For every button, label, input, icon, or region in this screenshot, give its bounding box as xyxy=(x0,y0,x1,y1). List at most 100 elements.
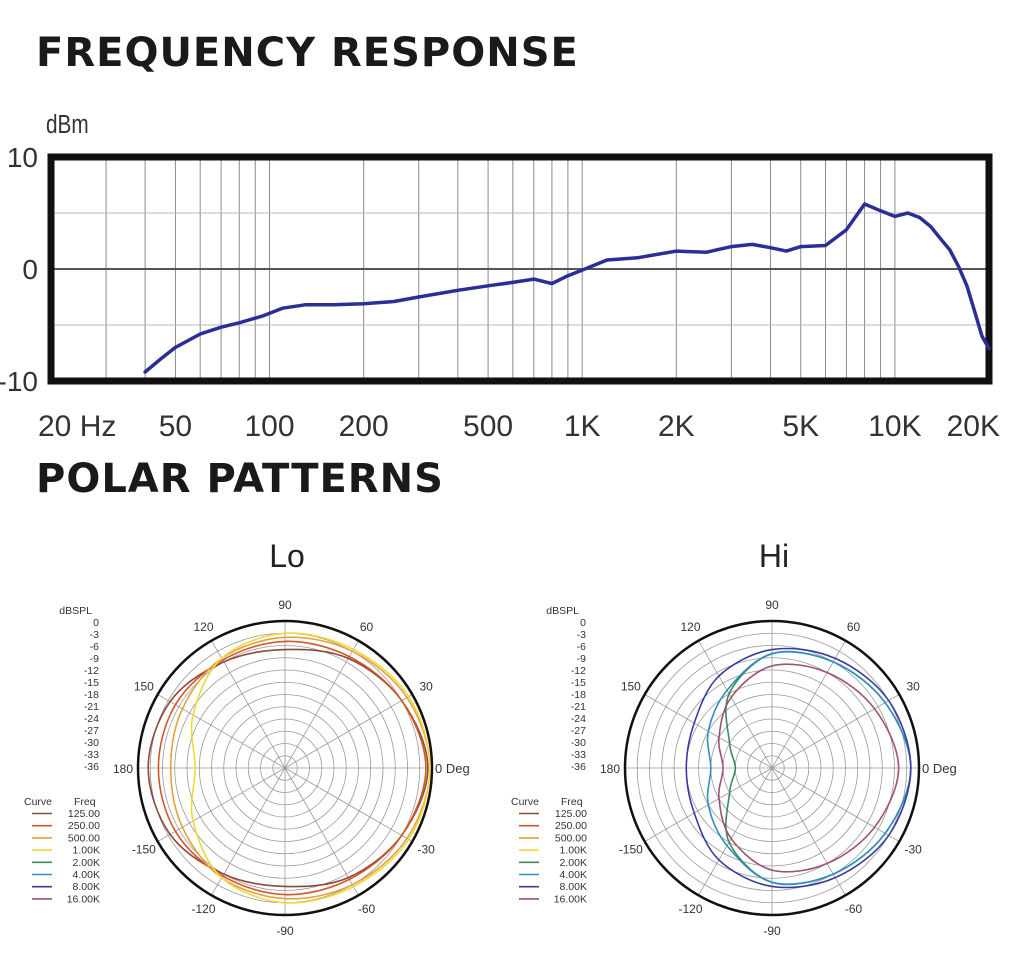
polar-db-label: -18 xyxy=(84,689,99,701)
polar-db-label: -12 xyxy=(84,665,99,677)
x-tick-label: 10K xyxy=(868,410,921,443)
x-tick-label: 2K xyxy=(658,410,695,443)
polar-db-label: -33 xyxy=(84,749,99,761)
legend-freq-label: 8.00K xyxy=(560,881,587,893)
polar-db-label: -3 xyxy=(90,629,99,641)
legend-freq-label: 4.00K xyxy=(560,869,587,881)
legend-freq-label: 500.00 xyxy=(68,832,100,844)
polar-db-label: -27 xyxy=(571,725,586,737)
polar-db-label: -21 xyxy=(84,701,99,713)
polar-angle-label: 30 xyxy=(906,680,920,694)
polar-spoke xyxy=(771,694,900,769)
frequency-response-heading: FREQUENCY RESPONSE xyxy=(36,30,579,76)
polar-spoke xyxy=(284,767,413,842)
polar-db-label: -6 xyxy=(577,641,586,653)
polar-spoke xyxy=(771,640,846,769)
polar-angle-label: 60 xyxy=(360,620,374,634)
x-tick-label: 20 Hz xyxy=(38,410,116,443)
polar-db-label: -21 xyxy=(571,701,586,713)
legend-header-curve: Curve xyxy=(24,796,52,808)
y-tick-label: 10 xyxy=(7,142,38,173)
polar-angle-label: 120 xyxy=(193,620,213,634)
response-curve xyxy=(143,202,991,374)
polar-db-label: -33 xyxy=(571,749,586,761)
polar-db-label: -15 xyxy=(571,677,586,689)
legend-freq-label: 1.00K xyxy=(560,845,587,857)
legend-freq-label: 8.00K xyxy=(73,881,100,893)
legend-freq-label: 500.00 xyxy=(555,832,587,844)
polar-spoke xyxy=(698,640,773,769)
polar-db-label: -15 xyxy=(84,677,99,689)
polar-curve-8-00K xyxy=(685,647,912,889)
polar-angle-label: -30 xyxy=(417,843,435,857)
polar-db-label: -18 xyxy=(571,689,586,701)
polar-db-label: 0 xyxy=(93,617,99,629)
legend-freq-label: 250.00 xyxy=(68,820,100,832)
polar-db-label: -12 xyxy=(571,665,586,677)
legend-freq-label: 2.00K xyxy=(560,857,587,869)
polar-curve-16-00K xyxy=(717,663,900,873)
polar-chart-lo: Lo0 Deg306090120150180-150-120-90-60-30d… xyxy=(24,538,470,938)
polar-spoke xyxy=(698,767,773,896)
polar-spoke xyxy=(157,767,286,842)
polar-spoke xyxy=(284,640,359,769)
polar-chart-hi-panel: Hi 0 Deg 30 60 90 120 150 180 -150 -120 -90 -60 -30 d… xyxy=(505,525,985,940)
polar-outer-ring xyxy=(623,619,921,917)
polar-angle-label: 150 xyxy=(621,680,641,694)
polar-angle-label: -150 xyxy=(132,843,156,857)
polar-angle-label: 60 xyxy=(847,620,861,634)
polar-title: Lo xyxy=(269,538,305,574)
polar-chart-hi: Hi0 Deg306090120150180-150-120-90-60-30d… xyxy=(511,538,957,938)
polar-angle-label: 180 xyxy=(113,762,133,776)
polar-angle-label: -60 xyxy=(358,902,376,916)
polar-db-label: -9 xyxy=(577,653,586,665)
polar-angle-label: 0 Deg xyxy=(922,761,957,776)
polar-angle-label: -60 xyxy=(845,902,863,916)
polar-db-label: -30 xyxy=(571,737,586,749)
plot-frame xyxy=(47,153,993,385)
legend-header-freq: Freq xyxy=(561,796,583,808)
polar-curve-125-00 xyxy=(147,648,429,888)
polar-angle-label: 120 xyxy=(680,620,700,634)
polar-curve-1-00K xyxy=(190,632,431,904)
polar-db-label: -9 xyxy=(90,653,99,665)
legend-freq-label: 4.00K xyxy=(73,869,100,881)
polar-curve-4-00K xyxy=(706,651,912,885)
polar-spoke xyxy=(157,694,286,769)
polar-angle-label: -90 xyxy=(763,924,781,935)
x-tick-label: 500 xyxy=(463,410,513,443)
polar-spoke xyxy=(771,767,900,842)
x-tick-label: 200 xyxy=(339,410,389,443)
polar-db-label: -36 xyxy=(571,761,586,773)
legend-freq-label: 16.00K xyxy=(554,893,587,905)
x-tick-label: 20K xyxy=(947,410,1000,443)
polar-title: Hi xyxy=(759,538,789,574)
polar-db-label: -27 xyxy=(84,725,99,737)
polar-angle-label: -30 xyxy=(904,843,922,857)
polar-angle-label: 90 xyxy=(278,598,292,612)
legend-header-freq: Freq xyxy=(74,796,96,808)
polar-patterns-heading: POLAR PATTERNS xyxy=(36,456,444,502)
polar-angle-label: -150 xyxy=(619,843,643,857)
polar-db-label: -24 xyxy=(571,713,586,725)
polar-angle-label: 0 Deg xyxy=(435,761,470,776)
polar-angle-label: -90 xyxy=(276,924,294,935)
x-tick-label: 5K xyxy=(782,410,819,443)
polar-db-label: dBSPL xyxy=(546,605,579,617)
legend-freq-label: 125.00 xyxy=(68,808,100,820)
polar-outer-ring xyxy=(136,619,434,917)
polar-angle-label: 90 xyxy=(765,598,779,612)
polar-angle-label: 150 xyxy=(134,680,154,694)
x-tick-label: 50 xyxy=(159,410,192,443)
y-tick-label: -10 xyxy=(0,366,38,397)
x-tick-label: 1K xyxy=(564,410,601,443)
polar-spoke xyxy=(771,767,846,896)
polar-angle-label: -120 xyxy=(191,902,215,916)
legend-freq-label: 125.00 xyxy=(555,808,587,820)
polar-chart-lo-panel: Lo 0 Deg 30 60 90 120 150 180 -150 -120 -90 -60 -30 d… xyxy=(18,525,498,940)
legend-freq-label: 2.00K xyxy=(73,857,100,869)
legend-freq-label: 1.00K xyxy=(73,845,100,857)
polar-db-label: -3 xyxy=(577,629,586,641)
polar-db-label: 0 xyxy=(580,617,586,629)
